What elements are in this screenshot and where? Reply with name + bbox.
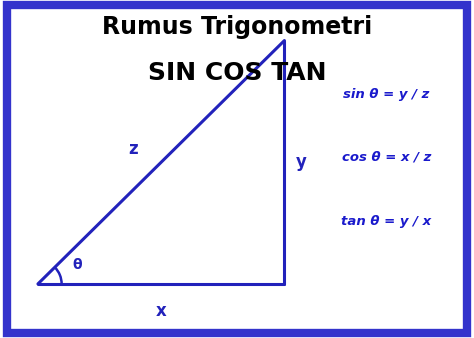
- Text: θ: θ: [72, 258, 82, 272]
- Text: Rumus Trigonometri: Rumus Trigonometri: [102, 15, 372, 39]
- Text: x: x: [156, 302, 166, 320]
- Text: sin θ = y / z: sin θ = y / z: [343, 88, 429, 101]
- Text: SIN COS TAN: SIN COS TAN: [148, 61, 326, 85]
- Text: cos θ = x / z: cos θ = x / z: [342, 151, 431, 164]
- Text: tan θ = y / x: tan θ = y / x: [341, 215, 431, 228]
- Text: z: z: [128, 140, 137, 158]
- Text: y: y: [296, 153, 306, 171]
